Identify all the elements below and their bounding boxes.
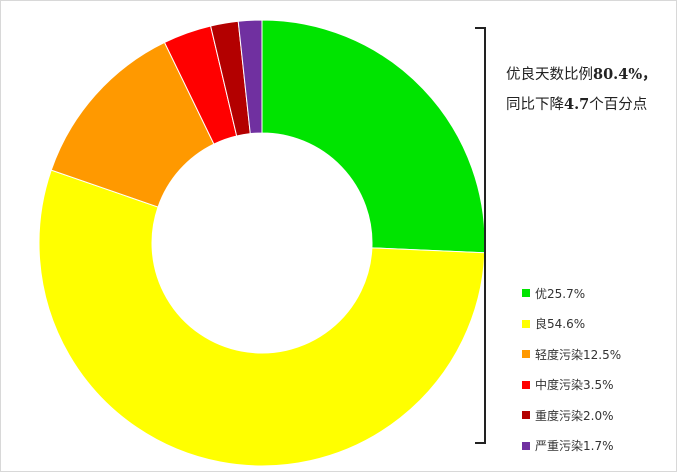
legend: 优25.7% 良54.6% 轻度污染12.5% 中度污染3.5% 重度污染2.0% 严重污… <box>522 278 621 461</box>
legend-label: 优25.7% <box>535 286 586 301</box>
legend-item: 中度污染3.5% <box>522 370 621 401</box>
legend-label: 良54.6% <box>535 317 586 332</box>
annotation-bracket <box>475 27 486 444</box>
annotation-line-1: 优良天数比例80.4%， <box>506 66 657 83</box>
legend-label: 轻度污染12.5% <box>535 347 622 362</box>
legend-swatch <box>522 289 530 298</box>
donut-slice-1 <box>261 19 486 254</box>
legend-label: 重度污染2.0% <box>535 408 614 423</box>
legend-swatch <box>522 319 530 328</box>
legend-swatch <box>522 411 530 420</box>
legend-label: 中度污染3.5% <box>535 378 614 393</box>
annotation-line-2: 同比下降4.7个百分点 <box>506 96 648 113</box>
legend-item: 重度污染2.0% <box>522 400 621 431</box>
donut-slice-3 <box>50 41 215 208</box>
legend-label: 严重污染1.7% <box>535 439 614 454</box>
legend-swatch <box>522 380 530 389</box>
donut-slice-6 <box>237 19 263 135</box>
legend-item: 优25.7% <box>522 278 621 309</box>
annotation: 优良天数比例80.4%， 同比下降4.7个百分点 <box>506 60 657 120</box>
legend-swatch <box>522 441 530 450</box>
legend-swatch <box>522 350 530 359</box>
legend-item: 严重污染1.7% <box>522 431 621 462</box>
donut-slice-2 <box>38 169 486 467</box>
legend-item: 轻度污染12.5% <box>522 339 621 370</box>
legend-item: 良54.6% <box>522 309 621 340</box>
